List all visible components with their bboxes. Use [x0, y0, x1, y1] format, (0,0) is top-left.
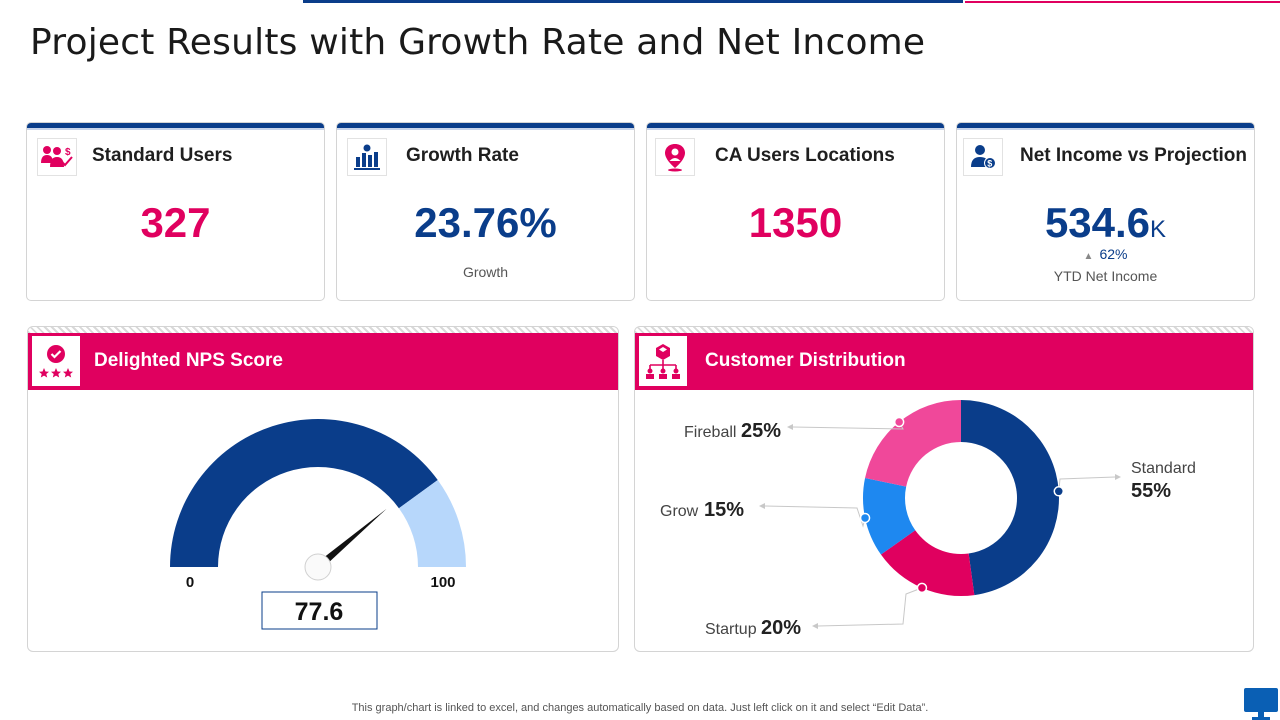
star-rating-check-icon — [32, 336, 80, 386]
card-top-bar — [27, 123, 324, 130]
kpi-title: Net Income vs Projection — [1020, 145, 1248, 166]
donut-slice-grow — [863, 478, 916, 555]
gauge-band-1 — [170, 419, 438, 567]
kpi-value: 1350 — [748, 199, 843, 246]
gauge-value-label: 77.6 — [295, 598, 344, 626]
slice-dot-grow — [859, 512, 871, 524]
gauge-min-label: 0 — [186, 574, 194, 591]
panel-header: Customer Distribution — [635, 333, 1253, 390]
panel-stripe — [28, 327, 618, 333]
panel-title: Customer Distribution — [705, 350, 906, 371]
svg-text:$: $ — [987, 159, 992, 169]
gauge-band-2 — [398, 480, 466, 567]
donut-slice-fireball — [865, 400, 961, 487]
slice-dot-fireball — [893, 416, 905, 428]
kpi-title: Standard Users — [92, 145, 233, 166]
leader-arrow-fireball — [787, 424, 793, 430]
panel-stripe — [635, 327, 1253, 333]
card-top-bar — [337, 123, 634, 130]
leader-line-grow — [764, 505, 866, 528]
leader-line-fireball — [792, 421, 904, 430]
customer-distribution-panel: Customer Distribution Standard 55% Startup… — [634, 326, 1254, 652]
monitor-icon — [1243, 688, 1279, 720]
leader-line-startup — [817, 587, 923, 627]
slice-value-fireball: 25% — [741, 420, 781, 442]
leader-arrow-startup — [812, 623, 818, 629]
slice-value-grow: 15% — [704, 499, 744, 521]
nps-gauge: 0 100 77.6 — [170, 419, 466, 630]
gauge-needle-hub — [304, 553, 332, 581]
customer-distribution-donut: Standard 55% Startup 20% Grow 15% Fireball 25% — [660, 400, 1196, 639]
footer-note: This graph/chart is linked to excel, and… — [351, 702, 929, 714]
top-accent-line-blue — [303, 0, 963, 3]
gauge-max-label: 100 — [430, 574, 455, 591]
nps-panel: Delighted NPS Score 0 100 77.6 — [27, 326, 619, 652]
kpi-unit: K — [1150, 216, 1167, 243]
svg-text:$: $ — [65, 147, 71, 158]
user-dollar-icon: $ — [963, 138, 1003, 176]
kpi-card-growth-rate: Growth Rate 23.76% Growth — [336, 122, 635, 301]
slice-label-fireball: Fireball — [684, 424, 736, 441]
kpi-subtitle: YTD Net Income — [1053, 268, 1158, 284]
slice-dot-standard — [1053, 486, 1065, 497]
panel-header: Delighted NPS Score — [28, 333, 618, 390]
gauge-value-box — [261, 591, 378, 630]
slice-label-standard: Standard — [1131, 460, 1196, 477]
kpi-value: 327 — [140, 199, 211, 246]
kpi-card-net-income: $ Net Income vs Projection 534.6K ▲ 62% Y… — [956, 122, 1255, 301]
growth-chart-icon — [347, 138, 387, 176]
change-arrow-up-icon: ▲ — [1083, 251, 1094, 262]
kpi-title: Growth Rate — [406, 145, 519, 166]
slice-dot-startup — [916, 582, 928, 594]
card-top-bar — [647, 123, 944, 130]
leader-line-standard — [1058, 476, 1116, 492]
kpi-value: 23.76% — [414, 199, 557, 246]
donut-slice-startup — [880, 530, 975, 596]
top-accent-line-pink — [965, 1, 1280, 3]
kpi-value: 534.6 — [1044, 199, 1151, 246]
donut-slice-standard — [961, 400, 1059, 596]
leader-arrow-grow — [759, 503, 765, 509]
slice-value-startup: 20% — [761, 617, 801, 639]
kpi-card-ca-users-locations: CA Users Locations 1350 — [646, 122, 945, 301]
page-title: Project Results with Growth Rate and Net… — [30, 22, 926, 63]
slice-label-startup: Startup — [705, 621, 757, 638]
kpi-subtitle: Growth — [462, 264, 509, 280]
kpi-change: ▲ 62% — [957, 246, 1254, 262]
panel-title: Delighted NPS Score — [94, 350, 283, 371]
users-dollar-icon: $ — [37, 138, 77, 176]
kpi-card-standard-users: $ Standard Users 327 — [26, 122, 325, 301]
slice-value-standard: 55% — [1131, 480, 1171, 502]
kpi-title: CA Users Locations — [715, 145, 895, 166]
card-top-bar — [957, 123, 1254, 130]
hierarchy-icon — [639, 336, 687, 386]
leader-arrow-standard — [1115, 474, 1121, 480]
kpi-change-value: 62% — [1099, 246, 1128, 262]
location-pin-icon — [655, 138, 695, 176]
slice-label-grow: Grow — [660, 503, 699, 520]
kpi-value-wrap: 534.6K — [957, 199, 1254, 247]
gauge-needle — [315, 508, 387, 571]
